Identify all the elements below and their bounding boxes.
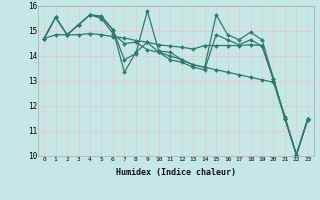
- X-axis label: Humidex (Indice chaleur): Humidex (Indice chaleur): [116, 168, 236, 177]
